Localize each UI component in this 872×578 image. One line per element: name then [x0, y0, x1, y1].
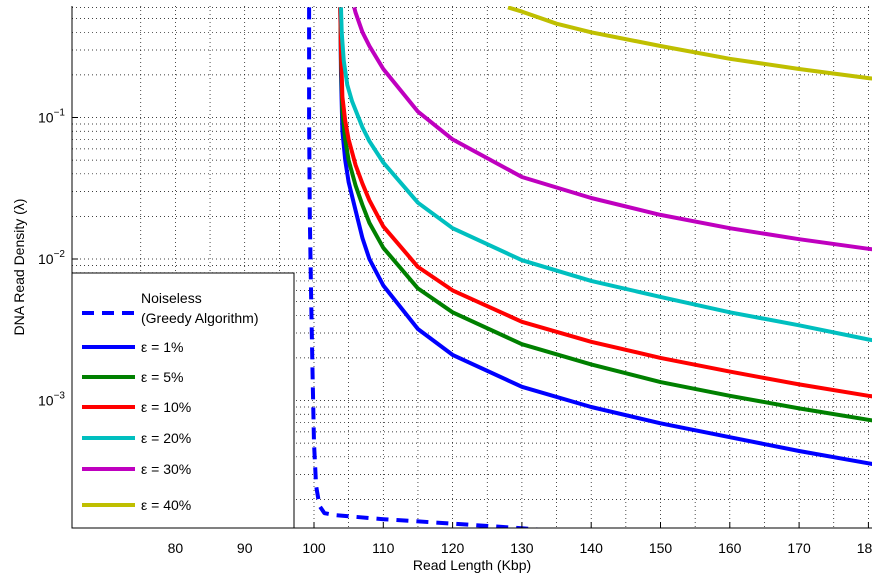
- series-line-0: [307, 7, 546, 528]
- x-tick-label: 100: [302, 540, 326, 556]
- ticks: 809010011012013014015016017018019010−110…: [38, 108, 872, 557]
- legend-label-0: Noiseless: [141, 290, 202, 306]
- x-tick-label: 150: [649, 540, 673, 556]
- legend-label-4: ε = 20%: [141, 430, 191, 446]
- legend-label-2: ε = 5%: [141, 369, 183, 385]
- series-line-5: [352, 6, 872, 252]
- series-line-6: [507, 6, 872, 81]
- legend-label-5: ε = 30%: [141, 461, 191, 477]
- x-tick-label: 130: [510, 540, 534, 556]
- y-tick-label: 10−1: [38, 108, 65, 126]
- legend-label-6: ε = 40%: [141, 497, 191, 513]
- legend-label-1: ε = 1%: [141, 339, 183, 355]
- legend: Noiseless (Greedy Algorithm) ε = 1% ε = 5% ε…: [71, 272, 295, 529]
- series-line-4: [339, 7, 872, 343]
- y-tick-label: 10−2: [38, 249, 65, 267]
- series-line-1: [338, 7, 872, 466]
- x-tick-label: 160: [718, 540, 742, 556]
- legend-box: [71, 272, 295, 529]
- series-line-3: [338, 7, 872, 399]
- x-tick-label: 120: [441, 540, 465, 556]
- x-tick-label: 170: [787, 540, 811, 556]
- legend-label-0-line2: (Greedy Algorithm): [141, 310, 258, 326]
- x-tick-label: 180: [857, 540, 872, 556]
- x-tick-label: 90: [237, 540, 253, 556]
- x-tick-label: 140: [580, 540, 604, 556]
- series-layer: [307, 6, 872, 528]
- y-axis-label: DNA Read Density (λ): [11, 199, 27, 336]
- x-tick-label: 80: [168, 540, 184, 556]
- y-tick-label: 10−3: [38, 391, 65, 409]
- legend-label-3: ε = 10%: [141, 399, 191, 415]
- series-line-2: [338, 7, 872, 423]
- x-axis-label: Read Length (Kbp): [413, 557, 531, 573]
- grid: [72, 6, 872, 528]
- x-tick-label: 110: [372, 540, 395, 556]
